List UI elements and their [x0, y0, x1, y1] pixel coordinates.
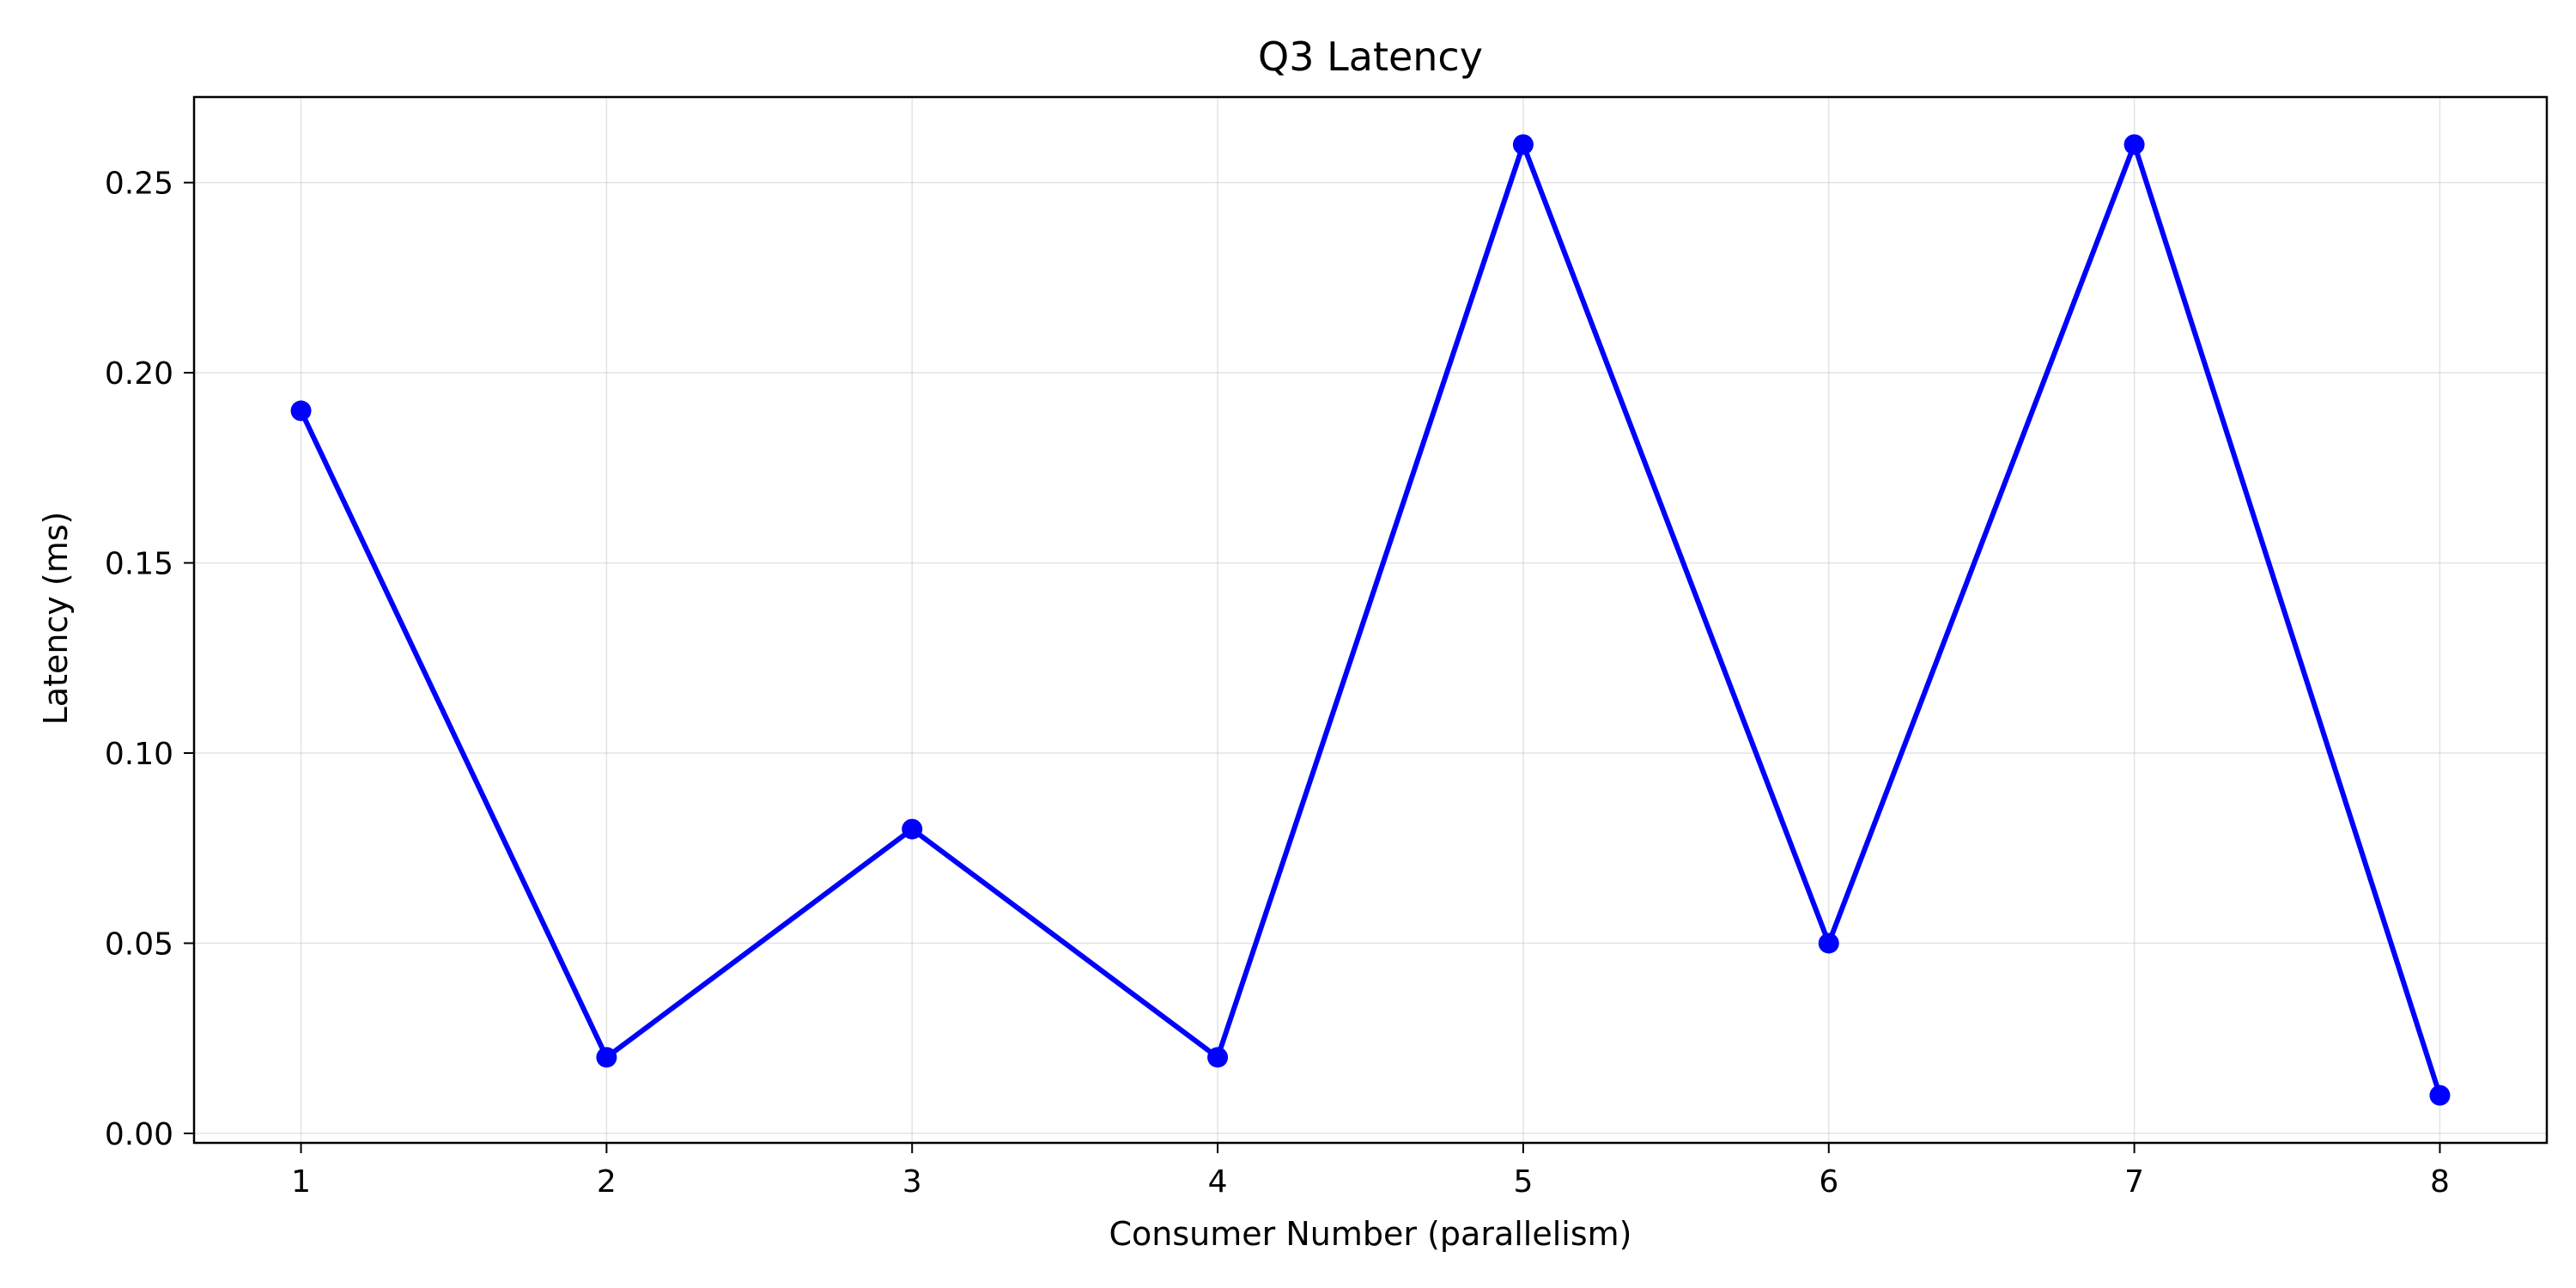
- y-axis-label: Latency (ms): [37, 512, 75, 726]
- x-tick-label: 7: [2124, 1164, 2144, 1200]
- plot-frame: [192, 95, 2549, 1145]
- data-point: [1818, 933, 1839, 954]
- x-tick-label: 1: [291, 1164, 311, 1200]
- series-line: [298, 142, 2443, 1097]
- grid-layer: [194, 97, 2547, 1143]
- x-tick-label: 5: [1513, 1164, 1533, 1200]
- data-point: [2429, 1084, 2451, 1106]
- data-point: [596, 1047, 617, 1068]
- data-point: [290, 400, 312, 422]
- data-point: [1207, 1047, 1229, 1068]
- y-tick-label: 0.15: [105, 547, 173, 582]
- x-tick-label: 6: [1819, 1164, 1838, 1200]
- y-tick-label: 0.05: [105, 927, 173, 962]
- y-tick-label: 0.25: [105, 167, 173, 202]
- y-tick-label: 0.10: [105, 737, 173, 772]
- x-tick-label: 8: [2430, 1164, 2450, 1200]
- tick-layer: 1 2 3 4 5 6 7 8 0.00 0.05 0.10 0.15 0.20 0.25: [105, 167, 2450, 1200]
- chart-title: Q3 Latency: [1258, 33, 1483, 80]
- x-tick-label: 3: [902, 1164, 922, 1200]
- data-point: [1512, 134, 1534, 155]
- series-layer: [290, 134, 2451, 1106]
- y-tick-label: 0.20: [105, 356, 173, 392]
- x-tick-label: 4: [1208, 1164, 1228, 1200]
- data-point: [902, 818, 923, 840]
- y-tick-label: 0.00: [105, 1117, 173, 1152]
- x-axis-label: Consumer Number (parallelism): [1109, 1215, 1632, 1253]
- x-tick-label: 2: [597, 1164, 617, 1200]
- data-point: [2123, 134, 2145, 155]
